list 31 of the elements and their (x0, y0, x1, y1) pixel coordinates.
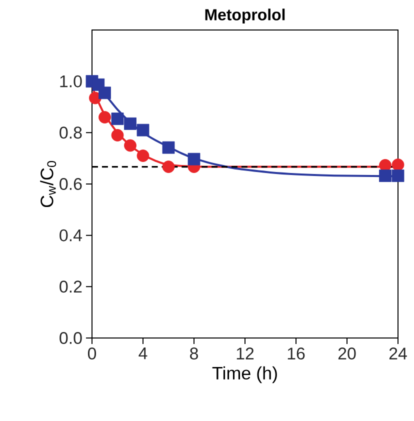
y-tick-label: 0.2 (60, 280, 82, 293)
chart-title: Metoprolol (205, 8, 285, 24)
x-tick-label: 0 (88, 348, 96, 360)
x-tick-label: 24 (389, 348, 407, 360)
point (136, 150, 150, 162)
point (136, 124, 150, 136)
y-tick-label: 0.8 (60, 126, 82, 139)
point (111, 129, 124, 142)
point (162, 160, 175, 173)
x-tick-label: 4 (138, 348, 148, 360)
y-axis-title: C$_{w}$/C$_{0}$ (40, 161, 56, 208)
point (98, 111, 111, 124)
y-tick-label: 0.4 (60, 229, 82, 242)
point (188, 152, 200, 166)
point (111, 112, 124, 126)
point (88, 92, 102, 104)
x-tick-label: 16 (288, 348, 305, 360)
point (162, 141, 175, 154)
point (379, 170, 392, 182)
x-tick-label: 12 (236, 348, 254, 360)
x-tick-label: 8 (190, 348, 198, 360)
y-tick-label: 0.6 (60, 178, 82, 190)
x-axis-title: Time (h) (212, 366, 277, 384)
y-tick-label: 1.0 (60, 75, 82, 88)
point (392, 158, 404, 171)
y-tick-label: 0.0 (60, 332, 82, 344)
x-tick-label: 20 (338, 348, 356, 360)
point (124, 139, 136, 152)
point (98, 86, 111, 100)
point (124, 117, 136, 130)
point (392, 170, 404, 182)
